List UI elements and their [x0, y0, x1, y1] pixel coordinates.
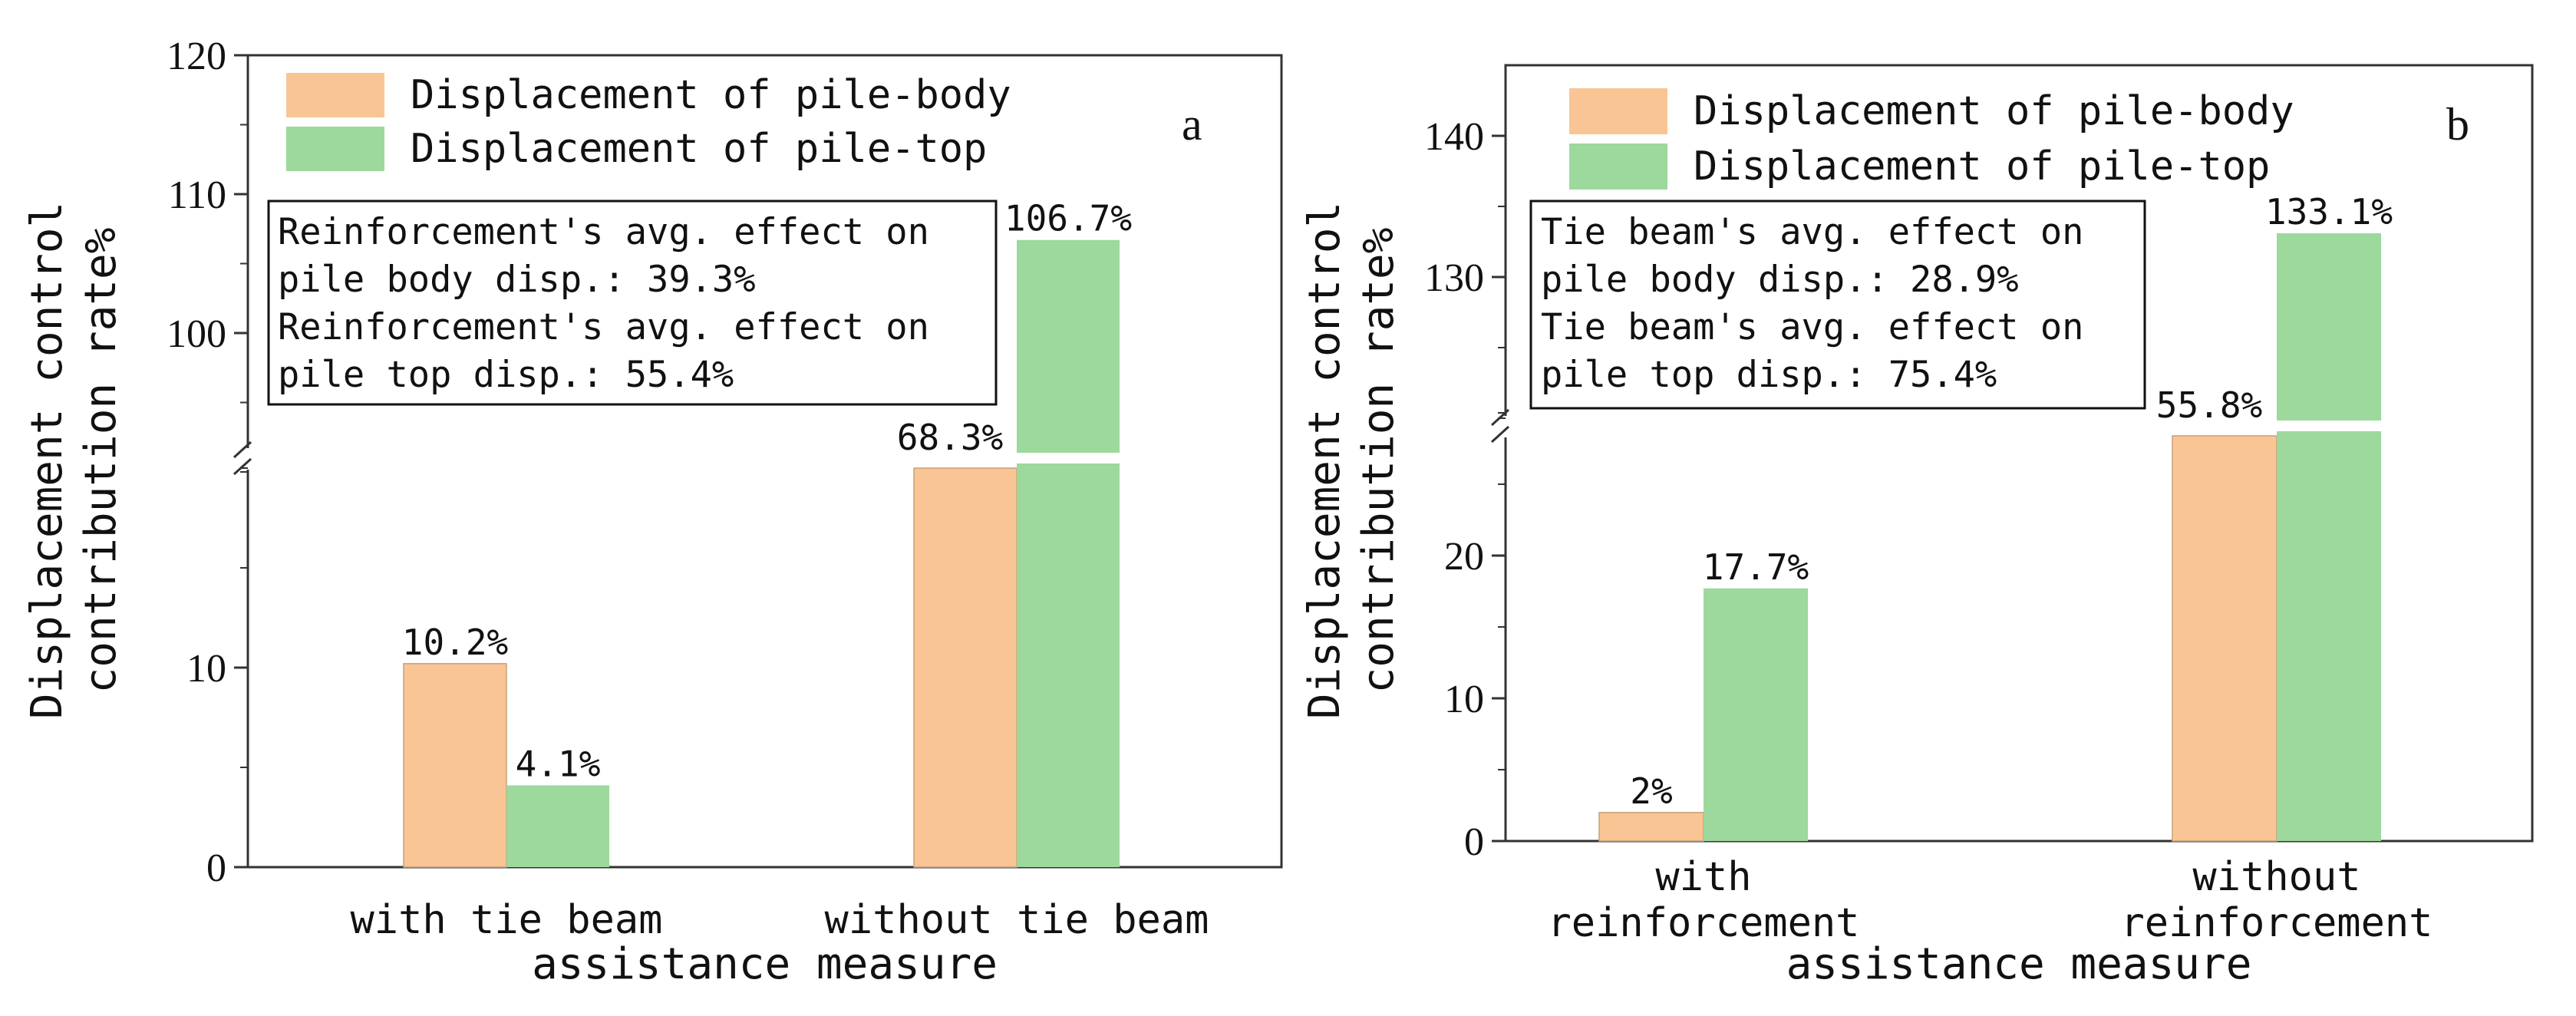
axis-break-mark — [233, 440, 259, 476]
y-tick-label: 120 — [167, 35, 226, 78]
y-axis-label: Displacement control contribution rate% — [22, 202, 126, 719]
legend-swatch — [1569, 143, 1667, 190]
annotation-line: Tie beam's avg. effect on — [1541, 211, 2083, 253]
svg-text:contribution rate%: contribution rate% — [76, 228, 126, 694]
panel-label: b — [2446, 99, 2469, 150]
y-tick-label: 110 — [168, 173, 226, 217]
panel-label: a — [1182, 99, 1202, 150]
y-tick-label: 100 — [167, 312, 226, 356]
svg-text:Displacement control: Displacement control — [1300, 202, 1350, 719]
bar-break-gap — [1015, 453, 1121, 463]
x-category-label: with — [1655, 854, 1751, 900]
legend-label: Displacement of pile-body — [1694, 88, 2294, 134]
y-tick-label: 10 — [1444, 678, 1484, 721]
x-axis-title: assistance measure — [1786, 939, 2252, 989]
legend: Displacement of pile-body Displacement of… — [1569, 88, 2294, 190]
bar-break-gap — [2275, 421, 2383, 431]
legend-swatch — [286, 73, 384, 117]
bar-pile-body-1 — [2172, 435, 2278, 842]
bar-pile-body-0 — [403, 663, 507, 868]
annotation-line: pile top disp.: 55.4% — [278, 354, 734, 396]
annotation-line: pile body disp.: 39.3% — [278, 259, 756, 301]
y-axis-label: Displacement control contribution rate% — [1300, 202, 1403, 719]
bar-pile-top-1 — [2277, 233, 2381, 842]
legend-label: Displacement of pile-top — [1694, 143, 2270, 190]
x-category-label: without tie beam — [825, 897, 1209, 943]
data-label: 17.7% — [1703, 546, 1809, 588]
legend-swatch — [286, 127, 384, 171]
bar-pile-body-1 — [913, 467, 1018, 868]
plot-frame — [246, 54, 1283, 869]
annotation-line: Reinforcement's avg. effect on — [278, 211, 929, 253]
y-tick-label: 10 — [186, 647, 226, 691]
plot-frame — [1504, 64, 2534, 843]
data-label: 106.7% — [1004, 198, 1132, 239]
annotation-line: Tie beam's avg. effect on — [1541, 306, 2083, 348]
legend-label: Displacement of pile-top — [411, 126, 987, 172]
annotation-box: Tie beam's avg. effect on pile body disp.… — [1529, 200, 2146, 410]
data-label: 55.8% — [2156, 384, 2262, 426]
x-category-label: with tie beam — [351, 897, 663, 943]
legend: Displacement of pile-body Displacement of… — [286, 72, 1011, 172]
annotation-line: Reinforcement's avg. effect on — [278, 306, 929, 348]
bar-pile-body-0 — [1598, 812, 1704, 842]
x-category-label: without — [2192, 854, 2360, 900]
y-tick-label: 140 — [1424, 115, 1484, 159]
svg-text:contribution rate%: contribution rate% — [1354, 228, 1403, 694]
axis-break-mark — [1490, 408, 1516, 444]
legend-swatch — [1569, 88, 1667, 134]
panel-a: 0 10 100 110 120 10.2% 68.3% 4.1% 106.7% Displace… — [22, 35, 1283, 989]
annotation-box: Reinforcement's avg. effect on pile body … — [267, 200, 998, 406]
legend-label: Displacement of pile-body — [411, 72, 1011, 118]
data-label: 68.3% — [897, 417, 1003, 458]
svg-text:Displacement control: Displacement control — [22, 202, 72, 719]
data-label: 133.1% — [2265, 191, 2393, 233]
y-tick-label: 0 — [206, 846, 226, 890]
y-tick-label: 20 — [1444, 535, 1484, 579]
data-label: 10.2% — [402, 622, 508, 663]
y-tick-label: 0 — [1464, 820, 1484, 864]
data-label: 2% — [1630, 770, 1672, 812]
x-axis-title: assistance measure — [532, 939, 998, 989]
bar-pile-top-1 — [1017, 239, 1120, 868]
panel-b: 010201301402%55.8%17.7%133.1%Displacemen… — [1300, 64, 2534, 989]
x-category-label: reinforcement — [1548, 900, 1860, 946]
bar-pile-top-0 — [1704, 588, 1808, 841]
annotation-line: pile body disp.: 28.9% — [1541, 259, 2019, 301]
y-tick-label: 130 — [1424, 256, 1484, 300]
data-label: 4.1% — [516, 743, 601, 784]
annotation-line: pile top disp.: 75.4% — [1541, 354, 1997, 396]
x-category-label: reinforcement — [2121, 900, 2433, 946]
bar-pile-top-0 — [506, 785, 609, 867]
